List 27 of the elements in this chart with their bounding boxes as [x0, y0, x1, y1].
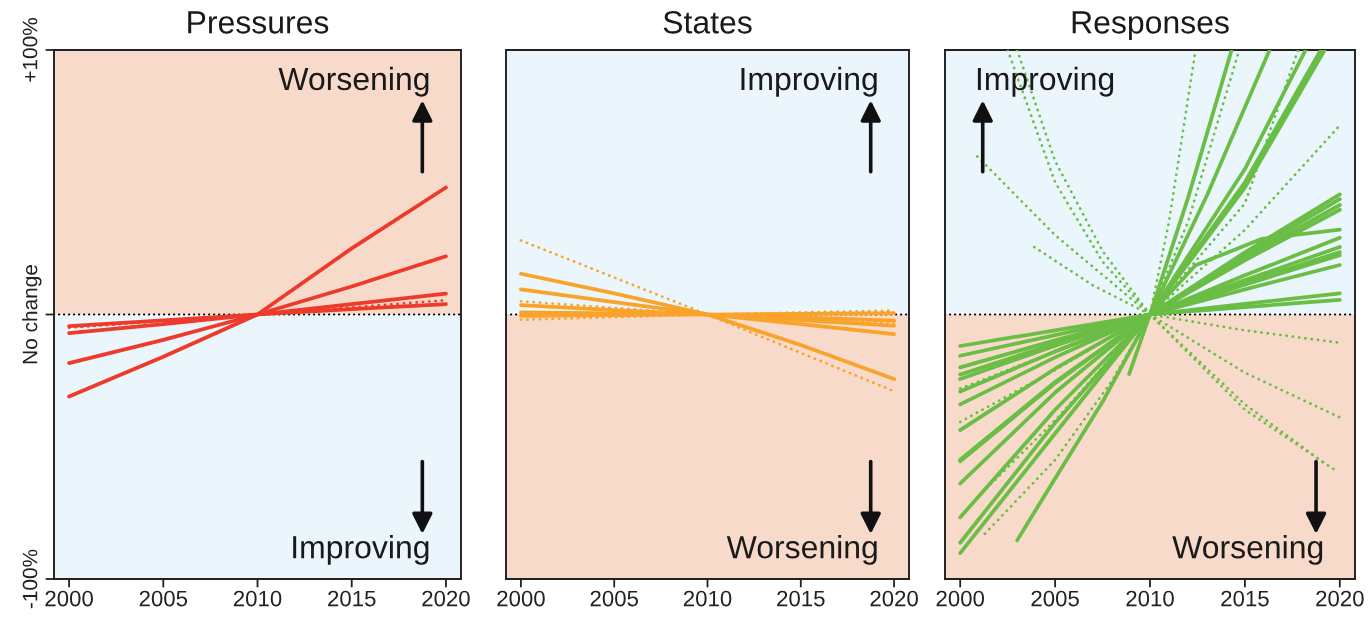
x-tick-label: 2010	[1126, 590, 1174, 607]
x-tick-label: 2020	[422, 590, 470, 607]
x-tick-label: 2015	[328, 590, 376, 607]
chart-title: States	[663, 11, 752, 34]
band-label: Worsening	[726, 535, 877, 565]
band-label: Improving	[977, 66, 1114, 97]
y-tick-label: No change	[22, 265, 42, 364]
x-tick-label: 2005	[1031, 590, 1079, 607]
x-tick-label: 2010	[233, 590, 282, 607]
band-label: Worsening	[278, 66, 429, 97]
x-tick-label: 2010	[683, 590, 732, 607]
chart-title: Responses	[1072, 11, 1229, 40]
band-label: Improving	[293, 535, 429, 565]
x-tick-label: 2015	[1221, 590, 1269, 607]
band-label: Improving	[741, 66, 877, 97]
chart-title: Pressures	[188, 11, 329, 34]
y-tick-label: -100%	[22, 549, 38, 609]
x-tick-label: 2005	[139, 590, 188, 607]
x-tick-label: 2000	[45, 590, 93, 607]
x-tick-label: 2015	[777, 590, 825, 607]
y-tick-label: +100%	[22, 18, 38, 82]
x-tick-label: 2020	[870, 590, 918, 607]
x-tick-label: 2000	[497, 590, 545, 607]
x-tick-label: 2000	[936, 590, 985, 607]
x-tick-label: 2005	[590, 590, 638, 607]
x-tick-label: 2020	[1316, 590, 1364, 607]
band-label: Worsening	[1172, 535, 1323, 565]
